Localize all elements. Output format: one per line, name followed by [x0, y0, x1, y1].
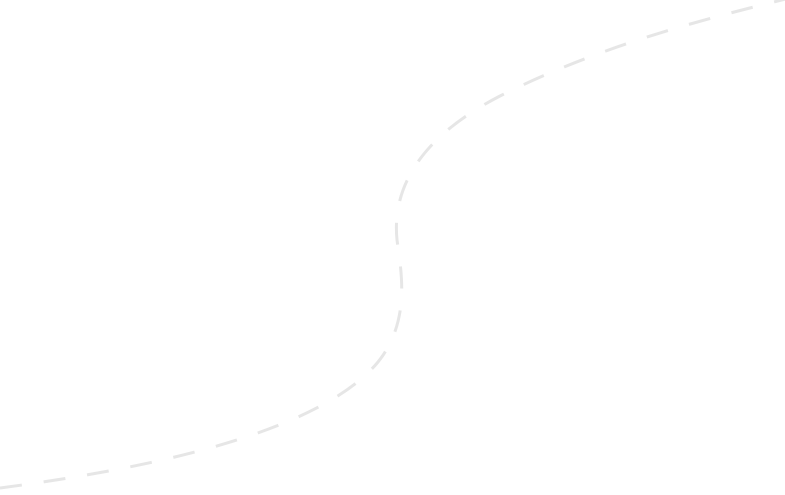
page: Decoration {} html, body { margin: 0; pa… — [0, 0, 785, 490]
page-body — [0, 0, 785, 490]
dashed-curve — [0, 0, 785, 490]
canvas — [0, 0, 785, 490]
